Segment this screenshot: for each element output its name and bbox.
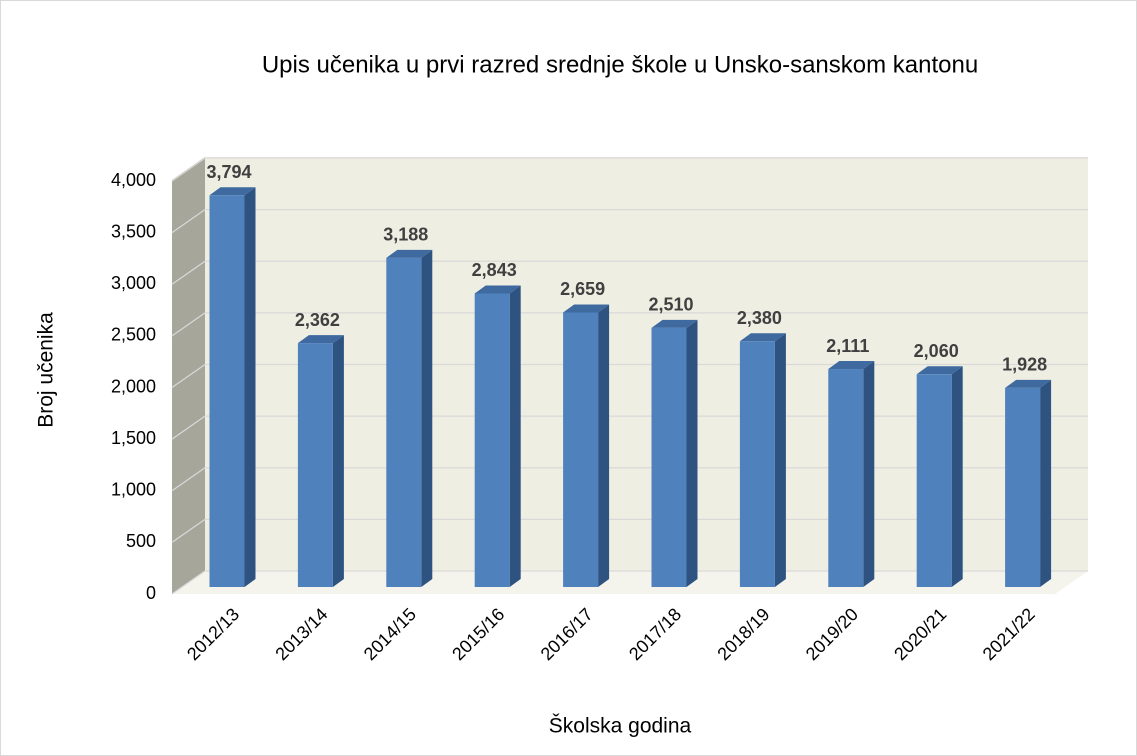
bar-front [1005,387,1041,587]
bar-top [916,366,963,375]
data-label: 3,188 [383,225,428,245]
y-tick-label: 3,500 [111,221,156,241]
bar-front [916,374,952,587]
bar-front [563,312,599,587]
bar [651,319,698,587]
y-tick-label: 1,000 [111,480,156,500]
bar-top [209,187,256,196]
bar-side [951,366,963,587]
data-label: 1,928 [1002,355,1047,375]
data-label: 2,510 [648,295,693,315]
bar-front [386,257,422,587]
bar-side [244,187,256,587]
y-tick-label: 0 [146,583,156,603]
grid-line [171,518,1088,543]
data-label: 2,362 [295,310,340,330]
bar-top [651,319,698,328]
bar [1005,379,1052,587]
bar-side [686,319,698,587]
bar-front [828,369,864,587]
bar [209,187,256,587]
bar-front [209,195,245,587]
bar [386,249,433,588]
bar-top [828,361,875,370]
bar [297,335,344,587]
data-label: 2,380 [737,308,782,328]
data-label: 3,794 [206,162,251,182]
bar [916,366,963,587]
bar-top [563,304,610,313]
data-label: 2,060 [914,341,959,361]
bar-side [598,304,610,587]
data-label: 2,843 [472,260,517,280]
bar [739,333,786,587]
y-axis-title: Broj učenika [35,312,58,428]
data-label: 2,111 [826,336,869,356]
bar-front [297,343,333,587]
data-label: 2,659 [560,279,605,299]
grid-line [171,415,1088,440]
bar-front [474,293,510,587]
y-tick-label: 3,000 [111,273,156,293]
bar-side [774,333,786,587]
bar-side [509,285,521,587]
bar-front [739,341,775,587]
y-tick-label: 4,000 [111,170,156,190]
bar-top [739,333,786,342]
chart-title: Upis učenika u prvi razred srednje škole… [262,51,978,78]
y-tick-label: 500 [126,531,156,551]
grid-line [171,570,1088,595]
grid-line [171,209,1088,234]
grid-line [171,467,1088,492]
grid-line [171,157,1088,182]
x-axis-title: Školska godina [549,715,692,738]
bar-top [297,335,344,344]
bar [474,285,521,587]
grid-line [171,312,1088,337]
bar-side [1040,379,1052,587]
bar-side [332,335,344,587]
bar-top [474,285,521,294]
bar-top [386,249,433,258]
bar-side [863,361,875,587]
y-tick-label: 1,500 [111,428,156,448]
y-tick-label: 2,500 [111,325,156,345]
bar [563,304,610,587]
bar-side [421,249,433,588]
y-tick-label: 2,000 [111,376,156,396]
grid-line [171,363,1088,388]
bar-top [1005,379,1052,388]
bar-front [651,327,687,587]
bar [828,361,875,587]
grid-line [171,260,1088,285]
